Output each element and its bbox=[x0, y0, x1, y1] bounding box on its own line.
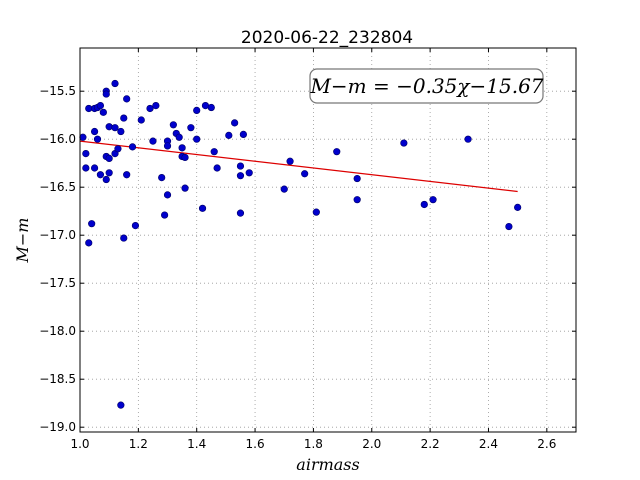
data-point bbox=[123, 171, 131, 179]
data-point bbox=[286, 157, 294, 165]
data-point bbox=[400, 139, 408, 147]
data-point bbox=[82, 164, 90, 172]
data-point bbox=[102, 175, 110, 184]
data-point bbox=[178, 144, 186, 152]
x-tick-label: 2.2 bbox=[421, 437, 440, 451]
chart-title: 2020-06-22_232804 bbox=[241, 28, 413, 48]
annotation-box bbox=[309, 68, 544, 104]
data-point bbox=[111, 124, 119, 132]
data-point bbox=[146, 104, 154, 113]
data-point bbox=[131, 222, 140, 230]
data-point bbox=[420, 200, 428, 209]
data-point bbox=[158, 174, 166, 182]
y-tick-label: −17.0 bbox=[39, 228, 76, 242]
data-point bbox=[90, 127, 99, 136]
data-point bbox=[181, 184, 189, 192]
data-point bbox=[93, 135, 102, 143]
data-point bbox=[280, 185, 288, 193]
data-point bbox=[505, 222, 513, 231]
data-point bbox=[198, 204, 207, 212]
data-point bbox=[117, 401, 125, 409]
data-point bbox=[152, 101, 160, 110]
data-point bbox=[82, 150, 90, 158]
data-point bbox=[236, 162, 245, 170]
y-axis-label: M−m bbox=[13, 218, 32, 264]
plot-frame bbox=[79, 47, 577, 433]
data-point bbox=[213, 164, 221, 172]
data-point bbox=[96, 171, 105, 179]
data-point bbox=[301, 170, 309, 178]
y-tick-label: −16.0 bbox=[39, 132, 76, 146]
data-point bbox=[231, 119, 239, 127]
data-point bbox=[169, 121, 177, 129]
x-axis-label: airmass bbox=[296, 455, 359, 474]
data-point bbox=[239, 130, 247, 138]
data-point bbox=[353, 196, 361, 204]
data-point bbox=[161, 211, 169, 219]
data-point bbox=[181, 153, 189, 162]
fit-equation-box: M−m = −0.35χ−15.67 bbox=[309, 68, 544, 104]
data-point bbox=[429, 196, 437, 204]
data-point bbox=[111, 79, 119, 88]
data-point bbox=[193, 106, 201, 114]
data-point bbox=[102, 90, 110, 98]
data-point bbox=[117, 127, 125, 136]
data-point bbox=[120, 114, 128, 122]
data-point bbox=[149, 137, 157, 145]
y-tick-label: −19.0 bbox=[39, 420, 76, 434]
data-point bbox=[90, 164, 99, 172]
data-point bbox=[79, 133, 87, 141]
x-tick-label: 1.4 bbox=[187, 437, 206, 451]
x-tick-label: 2.6 bbox=[537, 437, 556, 451]
data-point bbox=[105, 169, 113, 177]
data-point bbox=[514, 203, 522, 211]
fit-line bbox=[79, 140, 518, 193]
data-point bbox=[99, 108, 107, 116]
y-tick-label: −16.5 bbox=[39, 180, 76, 194]
plot-area: 1.0 1.2 1.4 1.6 1.8 2.0 2.2 2.4 2.6 −15.5 −16.0 −16… bbox=[39, 47, 577, 451]
y-tick-label: −15.5 bbox=[39, 84, 76, 98]
y-tick-label: −17.5 bbox=[39, 276, 76, 290]
data-point bbox=[464, 135, 472, 143]
data-point bbox=[312, 208, 320, 216]
data-point bbox=[245, 169, 253, 177]
data-point bbox=[123, 95, 131, 103]
x-tick-label: 2.0 bbox=[362, 437, 381, 451]
y-tick-label: −18.0 bbox=[39, 324, 76, 338]
data-point bbox=[163, 142, 172, 150]
data-point bbox=[88, 220, 96, 228]
data-point bbox=[193, 135, 201, 143]
data-point bbox=[187, 124, 195, 132]
x-tick-label: 1.0 bbox=[70, 437, 89, 451]
y-tick-label: −18.5 bbox=[39, 372, 76, 386]
x-tick-label: 1.2 bbox=[129, 437, 148, 451]
data-point bbox=[353, 174, 361, 183]
data-point bbox=[236, 172, 245, 180]
data-point bbox=[137, 116, 145, 124]
x-tick-label: 2.4 bbox=[479, 437, 498, 451]
data-point bbox=[128, 143, 137, 151]
x-tick-label: 1.6 bbox=[246, 437, 265, 451]
data-point bbox=[85, 239, 93, 247]
data-point bbox=[96, 101, 105, 110]
data-point bbox=[105, 154, 113, 162]
data-point bbox=[210, 148, 218, 156]
x-tick-label: 1.8 bbox=[304, 437, 323, 451]
data-point bbox=[175, 133, 183, 141]
data-point bbox=[225, 131, 233, 139]
fit-equation: M−m = −0.35χ−15.67 bbox=[309, 74, 543, 98]
data-point bbox=[105, 123, 113, 131]
data-point bbox=[207, 103, 215, 112]
data-point bbox=[333, 148, 341, 156]
data-point bbox=[163, 191, 172, 199]
data-point bbox=[120, 234, 128, 242]
data-point bbox=[236, 209, 245, 217]
data-point bbox=[114, 145, 122, 153]
